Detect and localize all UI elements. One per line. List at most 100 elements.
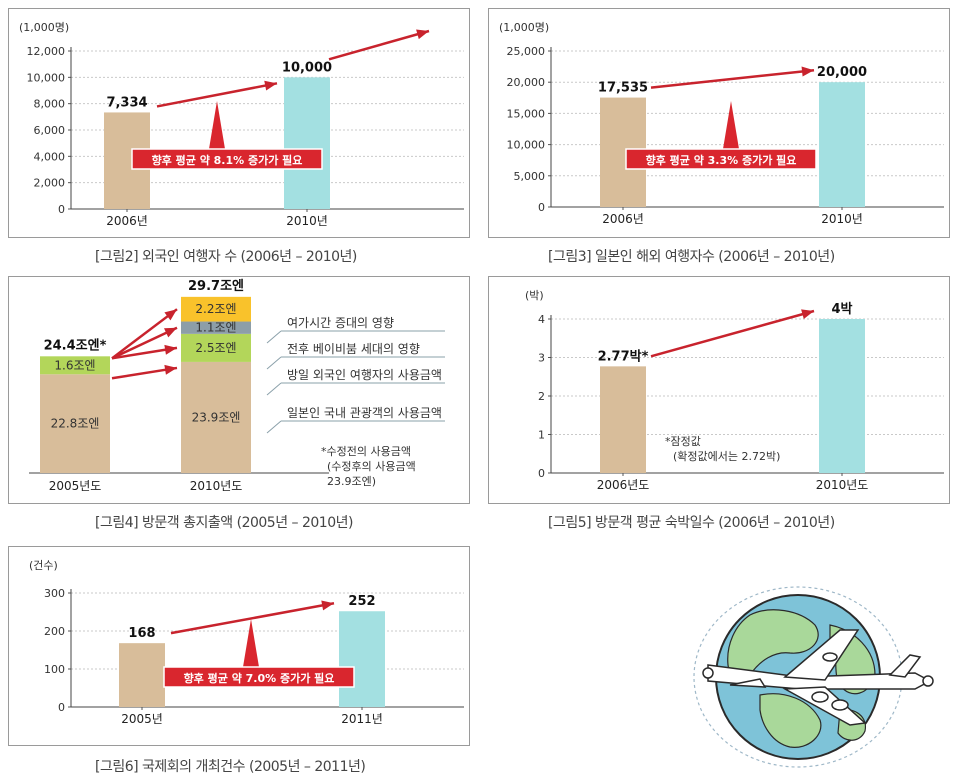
- bar-2005년: [119, 643, 165, 707]
- callout-spike: [243, 619, 259, 667]
- chart-svg-fig6: (건수) 0 100 200 300 168 2005년 252 2011년 향후 평균 약 7.…: [29, 559, 464, 726]
- bar-value-label: 7,334: [106, 95, 147, 110]
- legend-label: 방일 외국인 여행자의 사용금액: [287, 367, 442, 382]
- segment-label: 2.2조엔: [195, 302, 236, 316]
- chart-panel-fig3: (1,000명) 0 5,000 10,000 15,000 20,000 25,000 17…: [488, 8, 950, 238]
- x-tick-label: 2010년도: [816, 478, 869, 492]
- caption-fig3: [그림3] 일본인 해외 여행자수 (2006년 – 2010년): [548, 249, 835, 265]
- chart-svg-fig4: 22.8조엔 1.6조엔 24.4조엔* 23.9조엔 2.5조엔 1.1조엔 2.2조엔 2…: [29, 278, 445, 493]
- x-tick-label: 2010년: [286, 214, 328, 228]
- growth-arrow: [156, 82, 278, 108]
- x-tick-label: 2005년: [121, 712, 163, 726]
- stack-segment-2005: [40, 356, 110, 375]
- footnote: *수정전의 사용금액: [321, 445, 411, 458]
- y-tick-label: 8,000: [34, 98, 66, 111]
- y-tick-label: 100: [44, 663, 65, 676]
- stack-segment-2010: [181, 321, 251, 334]
- chart-panel-fig6: (건수) 0 100 200 300 168 2005년 252 2011년 향후 평균 약 7.…: [8, 546, 470, 746]
- y-tick-label: 15,000: [507, 107, 546, 120]
- legend-label: 일본인 국내 관광객의 사용금액: [287, 406, 442, 420]
- chart-panel-fig4: 22.8조엔 1.6조엔 24.4조엔* 23.9조엔 2.5조엔 1.1조엔 2.2조엔 2…: [8, 276, 470, 504]
- arrow-head: [164, 364, 177, 375]
- legend-leader: [266, 382, 282, 396]
- callout-box: [163, 666, 355, 688]
- y-tick-label: 0: [58, 701, 65, 714]
- y-axis-unit: (건수): [29, 559, 58, 572]
- y-tick-label: 300: [44, 587, 65, 600]
- y-tick-label: 2,000: [34, 177, 66, 190]
- segment-label: 2.5조엔: [195, 341, 236, 355]
- growth-arrow: [328, 29, 430, 61]
- y-axis-unit: (1,000명): [499, 21, 549, 34]
- chart-svg-fig5: (박) 0 1 2 3 4 2.77박* 2006년도 4박 2010년도 *잠정값 (확정값에서는 …: [525, 289, 944, 492]
- y-tick-label: 4: [538, 313, 545, 326]
- y-tick-label: 20,000: [507, 76, 546, 89]
- y-tick-label: 0: [538, 201, 545, 214]
- bar-total-label: 24.4조엔*: [44, 337, 107, 353]
- bar-2010년: [819, 82, 865, 207]
- growth-arrow: [111, 308, 178, 360]
- y-tick-label: 200: [44, 625, 65, 638]
- bar-2011년: [339, 611, 385, 707]
- bar-value-label: 17,535: [598, 81, 648, 96]
- stack-segment-2010: [181, 296, 251, 322]
- bar-2006년도: [600, 366, 646, 473]
- y-tick-label: 10,000: [27, 71, 66, 84]
- callout-text: 향후 평균 약 7.0% 증가가 필요: [184, 671, 335, 685]
- continent-shape: [727, 609, 819, 681]
- arrow-head: [416, 29, 429, 40]
- x-tick-label: 2006년: [602, 212, 644, 226]
- bar-value-label: 20,000: [817, 65, 867, 80]
- bar-value-label: 2.77박*: [598, 348, 649, 364]
- bar-value-label: 252: [348, 594, 375, 609]
- y-tick-label: 1: [538, 429, 545, 442]
- arrow-head: [264, 80, 277, 91]
- callout-text: 향후 평균 약 3.3% 증가가 필요: [646, 153, 797, 167]
- callout-spike: [723, 101, 739, 149]
- y-axis-unit: (1,000명): [19, 21, 69, 34]
- x-tick-label: 2010년: [821, 212, 863, 226]
- segment-label: 23.9조엔: [192, 410, 241, 424]
- caption-fig6: [그림6] 국제회의 개최건수 (2005년 – 2011년): [95, 759, 366, 775]
- y-tick-label: 0: [538, 467, 545, 480]
- stack-segment-2010: [181, 333, 251, 362]
- continent-shape: [759, 693, 822, 748]
- growth-arrow: [650, 309, 815, 358]
- arrow-head: [801, 66, 814, 77]
- bar-value-label: 4박: [831, 301, 852, 317]
- growth-arrow: [650, 68, 815, 89]
- bar-2010년도: [819, 319, 865, 473]
- globe-airplane-illustration: [690, 585, 940, 775]
- y-tick-label: 10,000: [507, 139, 546, 152]
- y-tick-label: 12,000: [27, 45, 66, 58]
- chart-svg-fig2: (1,000명) 0 2,000 4,000 6,000 8,000 10,000 12,00…: [19, 21, 464, 228]
- legend-leader: [266, 420, 282, 434]
- y-tick-label: 3: [538, 352, 545, 365]
- footnote: (수정후의 사용금액: [327, 460, 416, 473]
- caption-fig5: [그림5] 방문객 평균 숙박일수 (2006년 – 2010년): [548, 515, 835, 531]
- growth-arrow: [170, 602, 335, 635]
- x-tick-label: 2005년도: [49, 479, 102, 493]
- airplane-icon: [702, 629, 934, 726]
- legend-leader: [266, 330, 282, 344]
- arrow-head: [164, 327, 177, 338]
- legend-label: 전후 베이비붐 세대의 영향: [287, 342, 420, 356]
- y-axis-unit: (박): [525, 289, 544, 302]
- arrow-head: [321, 600, 334, 611]
- x-tick-label: 2011년: [341, 712, 383, 726]
- footnote: (확정값에서는 2.72박): [673, 450, 780, 463]
- y-tick-label: 6,000: [34, 124, 66, 137]
- x-tick-label: 2010년도: [190, 479, 243, 493]
- callout-spike: [209, 101, 225, 149]
- bar-value-label: 10,000: [282, 60, 332, 75]
- callout-box: [625, 148, 817, 170]
- callout-text: 향후 평균 약 8.1% 증가가 필요: [152, 153, 303, 167]
- segment-label: 1.1조엔: [195, 321, 236, 335]
- segment-label: 22.8조엔: [51, 417, 100, 431]
- legend-leader: [266, 356, 282, 370]
- chart-svg-fig3: (1,000명) 0 5,000 10,000 15,000 20,000 25,000 17…: [499, 21, 944, 226]
- stack-segment-2010: [181, 361, 251, 473]
- legend-label: 여가시간 증대의 영향: [287, 316, 394, 330]
- y-tick-label: 4,000: [34, 150, 66, 163]
- callout-box: [131, 148, 323, 170]
